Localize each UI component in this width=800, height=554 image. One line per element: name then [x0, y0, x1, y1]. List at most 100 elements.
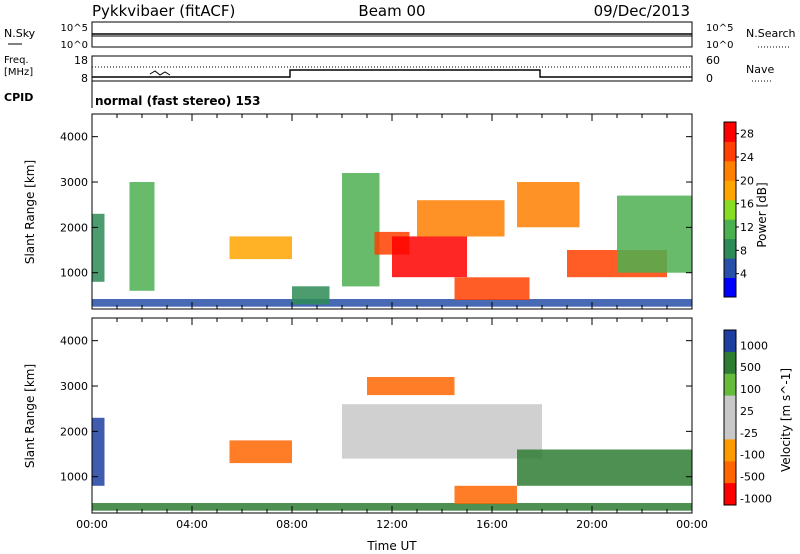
power-region-0	[92, 213, 105, 282]
power-colorbar-label-4: 20	[740, 174, 754, 187]
power-colorbar-band-8	[724, 122, 736, 142]
velocity-colorbar-label: Velocity [m s^-1]	[779, 368, 793, 472]
velocity-ytick-label-3: 4000	[60, 335, 88, 348]
power-colorbar-label-2: 12	[740, 221, 754, 234]
velocity-region-4	[367, 377, 455, 396]
freq-right-tick-bottom: 0	[706, 72, 713, 85]
velocity-region-2	[229, 440, 292, 464]
power-colorbar-label-3: 16	[740, 198, 754, 211]
velocity-colorbar-label-3: 25	[740, 405, 754, 418]
velocity-colorbar-label-6: -500	[740, 471, 765, 484]
power-colorbar: 4 8 12 16 20 24 28	[723, 121, 754, 298]
power-colorbar-band-4	[724, 199, 736, 220]
freq-left-tick-bottom: 8	[81, 72, 88, 85]
velocity-colorbar-label-text: Velocity [m s^-1]	[779, 368, 793, 472]
velocity-xtick-label-1: 04:00	[176, 518, 208, 531]
power-heatmap	[92, 173, 692, 307]
freq-left-label-2: [MHz]	[4, 67, 33, 78]
power-colorbar-label-5: 24	[740, 151, 754, 164]
power-colorbar-label: Power [dB]	[755, 182, 769, 247]
noise-left-label: N.Sky	[4, 27, 36, 40]
power-colorbar-frame	[723, 121, 737, 298]
cpid-value: normal (fast stereo) 153	[95, 94, 261, 108]
freq-right-tick-top: 60	[706, 54, 720, 67]
power-ylabel: Slant Range [km]	[23, 160, 37, 264]
freq-left-label-1: Freq.	[4, 55, 29, 66]
beam-title: Beam 00	[358, 2, 425, 20]
power-colorbar-label-0: 4	[740, 268, 747, 281]
power-region-8	[417, 200, 505, 237]
velocity-region-3	[342, 404, 542, 459]
velocity-y-axis: 1000 2000 3000 4000	[60, 335, 692, 484]
power-colorbar-band-1	[724, 258, 736, 278]
velocity-colorbar-label-4: -25	[740, 427, 758, 440]
power-colorbar-label-1: 8	[740, 244, 747, 257]
velocity-xtick-label-5: 20:00	[576, 518, 608, 531]
velocity-xtick-label-3: 12:00	[376, 518, 408, 531]
velocity-colorbar-label-1: 500	[740, 361, 761, 374]
velocity-region-6	[517, 449, 692, 486]
noise-right-label: N.Search	[746, 27, 796, 40]
power-x-ticks	[91, 114, 693, 309]
velocity-heatmap	[92, 377, 692, 511]
velocity-xtick-label-0: 00:00	[76, 518, 108, 531]
velocity-colorbar-band-5	[724, 439, 736, 462]
velocity-colorbar: 1000 500 100 25 -25 -100 -500 -1000	[723, 329, 772, 506]
freq-trace	[92, 69, 692, 78]
power-region-4	[292, 286, 330, 305]
power-region-10	[517, 182, 580, 228]
velocity-x-axis: 00:00 04:00 08:00 12:00 16:00 20:00 00:00	[76, 318, 708, 531]
cpid-label: CPID	[4, 91, 33, 104]
power-colorbar-band-6	[724, 160, 736, 181]
velocity-colorbar-band-6	[724, 461, 736, 484]
velocity-colorbar-band-0	[724, 330, 736, 353]
velocity-region-5	[454, 485, 517, 504]
velocity-colorbar-label-5: -100	[740, 449, 765, 462]
velocity-ylabel: Slant Range [km]	[23, 364, 37, 468]
power-colorbar-label-6: 28	[740, 128, 754, 141]
power-colorbar-band-5	[724, 180, 736, 201]
power-region-9	[454, 277, 530, 300]
power-region-12	[617, 195, 692, 273]
power-region-7	[392, 236, 467, 278]
power-colorbar-band-3	[724, 219, 736, 240]
power-colorbar-band-7	[724, 141, 736, 162]
velocity-region-0	[92, 417, 105, 486]
velocity-xtick-label-4: 16:00	[476, 518, 508, 531]
velocity-colorbar-band-2	[724, 373, 736, 397]
nave-label: Nave	[746, 63, 774, 76]
velocity-colorbar-label-7: -1000	[740, 492, 772, 505]
velocity-ytick-label-0: 1000	[60, 471, 88, 484]
power-panel: 1000 2000 3000 4000 Slant Range [km] 4 8 12 16…	[23, 113, 769, 310]
power-y-axis: 1000 2000 3000 4000	[60, 131, 692, 280]
freq-panel	[91, 55, 693, 82]
velocity-xtick-label-6: 00:00	[676, 518, 708, 531]
power-region-2	[129, 182, 155, 291]
power-ytick-label-1: 2000	[60, 221, 88, 234]
power-region-5	[342, 173, 380, 287]
velocity-colorbar-band-1	[724, 351, 736, 375]
velocity-xtick-label-2: 08:00	[276, 518, 308, 531]
power-frame	[91, 113, 693, 310]
velocity-ytick-label-1: 2000	[60, 425, 88, 438]
velocity-colorbar-label-0: 1000	[740, 339, 768, 352]
velocity-colorbar-band-4	[724, 417, 736, 440]
noise-right-tick-top: 10^5	[706, 23, 733, 34]
velocity-panel: 1000 2000 3000 4000 00:00 04:00 08:00 12:00 16:…	[23, 317, 793, 553]
noise-left-tick-top: 10^5	[61, 23, 88, 34]
time-axis-label: Time UT	[366, 539, 417, 553]
velocity-colorbar-label-2: 100	[740, 383, 761, 396]
noise-right-tick-bottom: 10^0	[706, 40, 733, 51]
noise-left-tick-bottom: 10^0	[61, 40, 88, 51]
power-colorbar-band-0	[724, 277, 736, 298]
velocity-colorbar-frame	[723, 329, 737, 506]
power-ytick-label-0: 1000	[60, 267, 88, 280]
date-title: 09/Dec/2013	[594, 2, 690, 20]
freq-left-tick-top: 18	[74, 54, 88, 67]
velocity-colorbar-band-7	[724, 483, 736, 506]
velocity-ytick-label-2: 3000	[60, 380, 88, 393]
power-ytick-label-3: 4000	[60, 131, 88, 144]
power-colorbar-band-2	[724, 238, 736, 259]
radar-title: Pykkvibaer (fitACF)	[92, 2, 235, 20]
